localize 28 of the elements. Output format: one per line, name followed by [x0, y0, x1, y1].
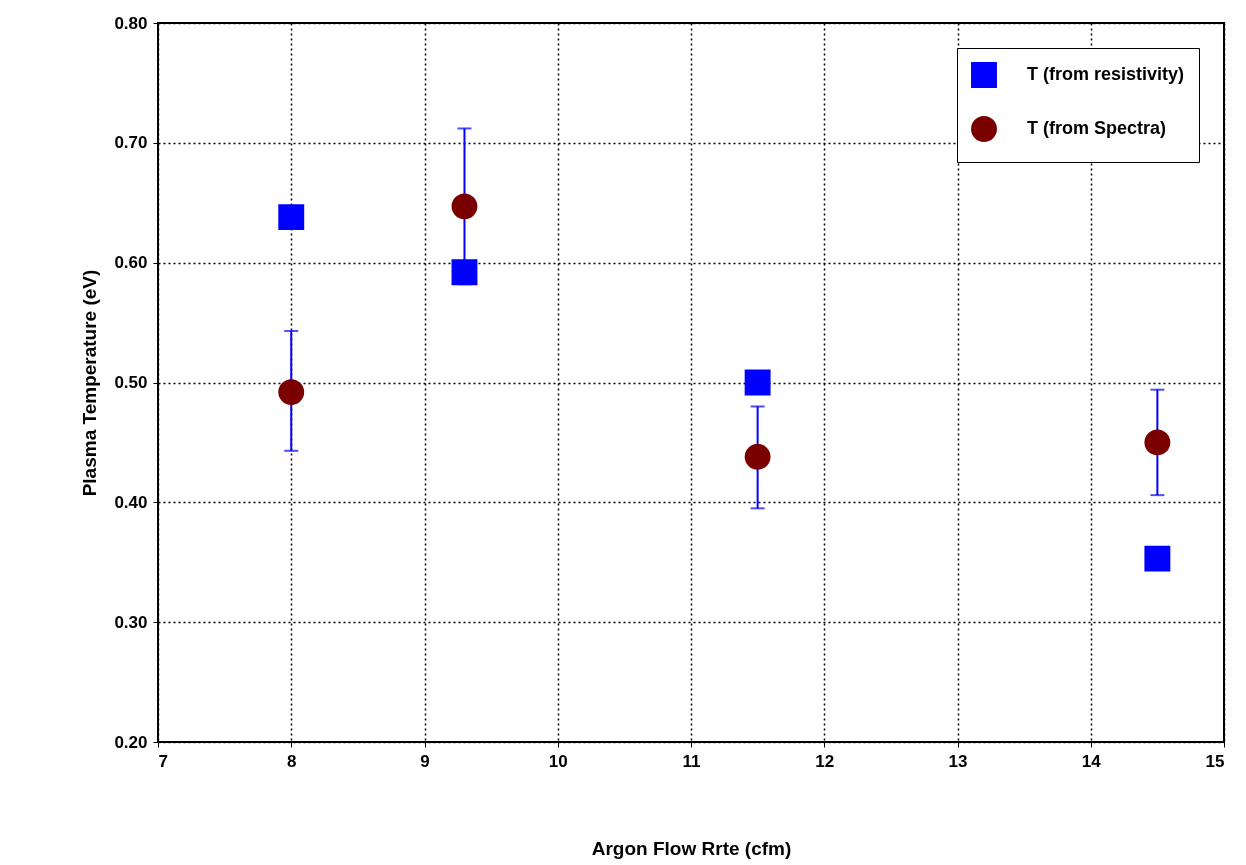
- y-tick-label: 0.40: [114, 492, 148, 512]
- point: [278, 379, 305, 406]
- point: [451, 259, 478, 286]
- x-tick-label: 15: [1205, 751, 1225, 771]
- y-tick-label: 0.30: [114, 612, 148, 632]
- point: [1144, 545, 1171, 572]
- point: [451, 193, 478, 220]
- x-tick-label: 13: [948, 751, 968, 771]
- point: [1144, 429, 1171, 456]
- x-tick-label: 11: [682, 751, 701, 771]
- x-tick-label: 7: [158, 751, 168, 771]
- point: [744, 369, 771, 396]
- point: [278, 204, 305, 231]
- x-tick-label: 12: [815, 751, 835, 771]
- point: [744, 443, 771, 470]
- y-tick-label: 0.80: [114, 13, 148, 33]
- y-tick-label: 0.70: [114, 133, 148, 153]
- legend-label: T (from resistivity): [1027, 64, 1185, 84]
- x-tick-label: 10: [548, 751, 568, 771]
- y-tick-label: 0.50: [114, 373, 148, 392]
- y-axis-title: Plasma Temperature (eV): [79, 269, 101, 497]
- y-tick-label: 0.20: [114, 732, 148, 752]
- x-tick-label: 8: [287, 751, 297, 771]
- y-tick-label: 0.60: [114, 253, 148, 273]
- legend-label: T (from Spectra): [1027, 118, 1167, 138]
- x-tick-label: 9: [420, 751, 430, 771]
- x-axis-title: Argon Flow Rrte (cfm): [591, 837, 792, 859]
- x-tick-label: 14: [1081, 751, 1102, 771]
